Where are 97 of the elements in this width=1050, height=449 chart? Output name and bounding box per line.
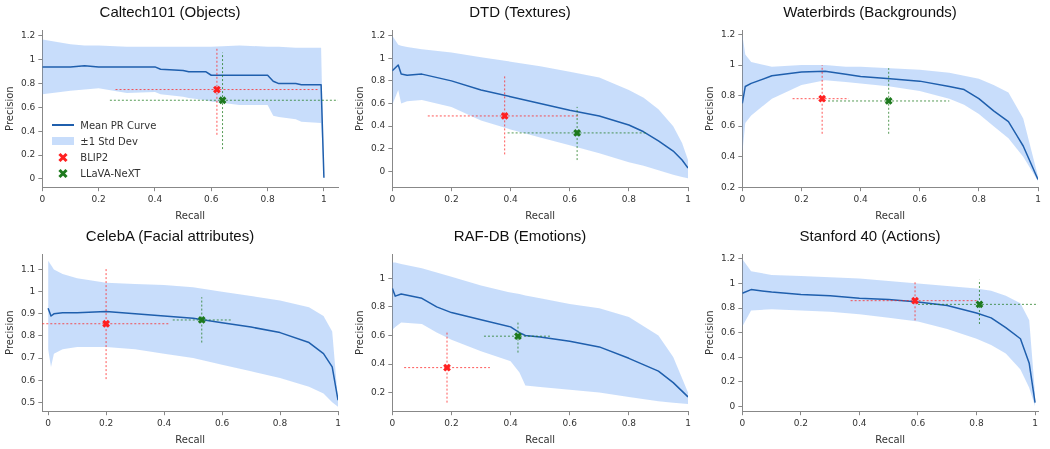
x-axis-title: Recall [175,433,206,445]
x-axis-title: Recall [525,433,556,445]
y-tick-label: 0.6 [720,326,736,337]
y-tick-label: 0.6 [370,329,386,340]
y-tick-label: 0.2 [720,181,736,192]
x-tick-label: 1 [1032,417,1038,428]
legend-label: BLIP2 [80,151,109,163]
y-tick-label: 1 [729,59,736,70]
y-axis-title: Precision [3,310,15,355]
y-tick-label: 0.2 [370,143,386,154]
x-tick-label: 0.8 [621,193,637,204]
y-axis-title: Precision [703,310,715,355]
y-tick-label: 0.8 [20,330,36,341]
y-tick-label: 0.2 [720,376,736,387]
y-tick-label: 0.2 [370,386,386,397]
x-tick-label: 1 [685,193,691,204]
y-tick-label: 0.7 [20,352,36,363]
x-tick-label: 0.4 [503,417,519,428]
y-tick-label: 0.8 [20,77,36,88]
chart-title: Caltech101 (Objects) [99,3,241,21]
x-tick-label: 0.2 [444,417,459,428]
y-tick-label: 0.9 [20,308,36,319]
x-tick-label: 0.4 [852,417,867,428]
y-axis-title: Precision [703,86,715,131]
x-tick-label: 0.6 [204,193,219,204]
y-tick-label: 0.4 [370,120,386,131]
y-tick-label: 0.4 [370,358,386,369]
x-tick-label: 0.6 [912,193,928,204]
y-tick-label: 0 [29,173,36,184]
y-tick-label: 0 [379,165,386,176]
x-tick-label: 0 [39,193,46,204]
x-tick-label: 0 [45,417,52,428]
chart-title: Stanford 40 (Actions) [799,227,941,245]
x-tick-label: 0.2 [794,193,809,204]
y-tick-label: 1 [29,285,36,296]
y-axis-title: Precision [353,310,365,355]
y-tick-label: 1.2 [20,30,36,41]
x-tick-label: 1 [335,417,341,428]
x-tick-label: 0 [389,193,396,204]
x-tick-label: 0.8 [621,417,637,428]
chart-title: CelebA (Facial attributes) [85,227,255,245]
y-axis-title: Precision [353,86,365,131]
annotation: ±1 Std Dev [80,135,138,147]
x-tick-label: 0.6 [562,417,578,428]
x-axis-title: Recall [875,209,906,221]
y-tick-label: 0.6 [20,101,36,112]
x-tick-label: 0.4 [853,193,869,204]
x-tick-label: 0.4 [156,417,172,428]
x-tick-label: 0 [739,417,746,428]
y-tick-label: 0.2 [20,149,36,160]
y-tick-label: 0.6 [20,374,36,385]
x-tick-label: 1 [1035,193,1041,204]
x-tick-label: 1 [685,417,691,428]
legend-label: Mean PR Curve [80,119,157,131]
x-tick-label: 0.2 [793,417,809,428]
y-tick-label: 0.4 [20,125,36,136]
x-tick-label: 0 [389,417,396,428]
y-tick-label: 0.4 [720,351,736,362]
x-axis-title: Recall [525,209,556,221]
x-tick-label: 0.8 [260,193,276,204]
y-tick-label: 0.8 [370,301,386,312]
y-tick-label: 0.8 [720,302,736,313]
x-tick-label: 0.6 [562,193,578,204]
chart-title: RAF-DB (Emotions) [453,227,587,245]
y-tick-label: 0.4 [720,151,736,162]
x-tick-label: 0.8 [969,417,984,428]
x-tick-label: 0.2 [444,193,459,204]
x-tick-label: 0.6 [214,417,230,428]
x-tick-label: 0.6 [910,417,926,428]
x-axis-title: Recall [875,433,906,445]
y-tick-label: 1.2 [370,30,386,40]
y-tick-label: 0.8 [720,89,736,100]
y-tick-label: 1 [29,54,36,65]
x-tick-label: 0.2 [91,193,106,204]
y-axis-title: Precision [3,86,15,131]
x-tick-label: 1 [321,193,327,204]
y-tick-label: 1.1 [20,263,36,274]
chart-title: DTD (Textures) [469,3,571,21]
y-tick-label: 1 [379,52,386,63]
legend-label: LLaVA-NeXT [80,167,141,179]
y-tick-label: 0.6 [370,97,386,108]
y-tick-label: 1 [379,272,386,283]
y-tick-label: 0.8 [370,75,386,86]
x-tick-label: 0.8 [971,193,987,204]
y-tick-label: 0.6 [720,120,736,131]
y-tick-label: 1.2 [720,253,736,264]
y-tick-label: 1 [729,277,736,288]
x-tick-label: 0.2 [98,417,114,428]
x-axis-title: Recall [175,209,206,221]
y-tick-label: 1.2 [720,28,736,39]
chart-title: Waterbirds (Backgrounds) [783,3,957,21]
x-tick-label: 0 [739,193,746,204]
x-tick-label: 0.4 [503,193,519,204]
y-tick-label: 0.5 [20,396,36,407]
x-tick-label: 0.8 [272,417,288,428]
y-tick-label: 0 [729,400,736,411]
x-tick-label: 0.4 [147,193,163,204]
